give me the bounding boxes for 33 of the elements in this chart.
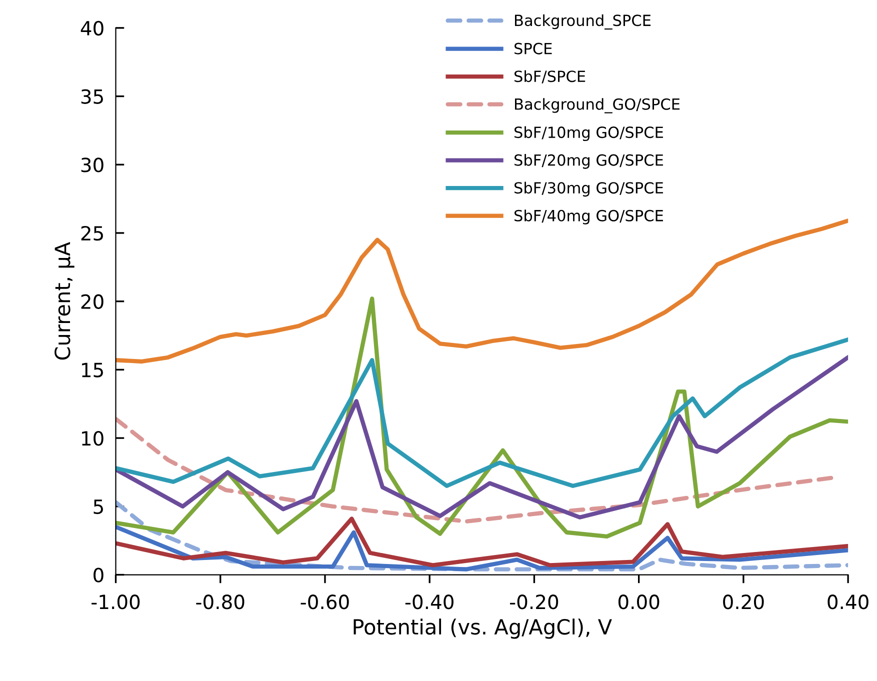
y-axis-title: Current, µA: [54, 242, 74, 360]
y-tick-label: 35: [81, 89, 103, 104]
x-tick-label: 0.20: [723, 594, 764, 610]
line-series: [116, 500, 848, 572]
legend-label: Background_SPCE: [515, 14, 651, 30]
y-tick-label: 40: [80, 20, 104, 36]
x-tick-label: -0.20: [510, 594, 558, 610]
y-tick-label: 5: [94, 500, 103, 514]
y-tick-label: 10: [82, 431, 104, 446]
y-tick-label: 0: [94, 568, 104, 582]
y-tick-label: 20: [81, 294, 104, 310]
line-series: [116, 355, 848, 520]
legend-label: SbF/10mg GO/SPCE: [514, 126, 663, 142]
line-series: [116, 338, 848, 488]
x-tick-label: 0.40: [828, 594, 868, 610]
line-series: [116, 416, 835, 524]
y-tick-label: 15: [82, 362, 103, 378]
legend-label: SbF/SPCE: [514, 70, 586, 84]
legend-label: Background_GO/SPCE: [515, 98, 680, 114]
y-tick-label: 25: [81, 226, 103, 241]
line-series: [116, 524, 848, 572]
legend-label: SPCE: [514, 42, 552, 54]
x-tick-label: -0.60: [300, 594, 349, 610]
x-tick-label: -1.00: [92, 594, 140, 610]
legend-label: SbF/20mg GO/SPCE: [514, 154, 663, 169]
x-axis-title: Potential (vs. Ag/AgCl), V: [354, 618, 612, 639]
legend-label: SbF/40mg GO/SPCE: [514, 210, 663, 224]
legend-label: SbF/30mg GO/SPCE: [514, 182, 663, 197]
x-tick-label: -0.80: [196, 594, 244, 610]
x-tick-label: 0.00: [618, 594, 660, 610]
y-tick-label: 30: [81, 158, 104, 172]
x-tick-label: -0.40: [405, 594, 454, 610]
line-series: [116, 516, 848, 568]
